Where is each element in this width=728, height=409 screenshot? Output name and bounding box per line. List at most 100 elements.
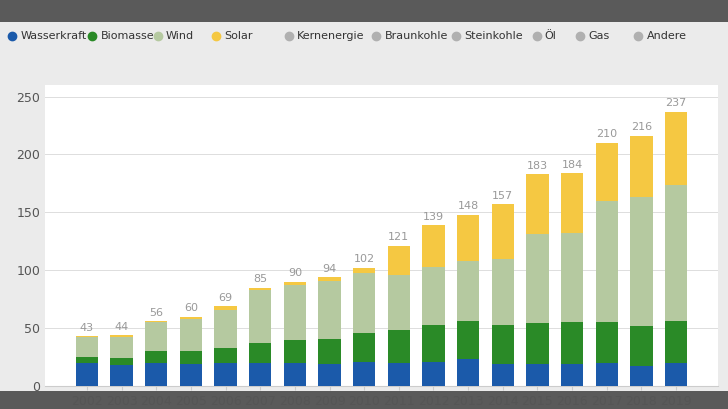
Bar [596,363,618,386]
Text: 102: 102 [354,254,375,265]
Text: 210: 210 [596,129,617,139]
Bar [284,285,306,340]
Text: 183: 183 [527,161,548,171]
Bar [284,363,306,386]
Text: 139: 139 [423,211,444,222]
Bar [214,363,237,386]
Bar [491,364,514,386]
Bar [387,275,410,330]
Bar [76,357,98,363]
Bar [422,325,445,362]
Bar [353,333,376,362]
Bar [665,112,687,184]
Bar [457,261,480,321]
Bar [145,363,167,386]
Bar [249,363,272,386]
Text: 90: 90 [288,268,302,279]
Bar [387,363,410,386]
Bar [457,321,480,360]
Bar [214,348,237,363]
Bar [457,360,480,386]
Bar [665,363,687,386]
Bar [630,136,653,197]
Bar [76,337,98,357]
Text: Solar: Solar [224,31,253,41]
Bar [630,366,653,386]
Bar [110,337,132,358]
Bar [422,267,445,325]
Bar [110,335,132,337]
Text: Braunkohle: Braunkohle [384,31,448,41]
Text: 60: 60 [184,303,198,313]
Text: Wasserkraft: Wasserkraft [20,31,87,41]
Bar [180,317,202,319]
Bar [145,322,167,351]
Text: 85: 85 [253,274,267,284]
Bar [491,325,514,364]
Bar [214,310,237,348]
Text: Wind: Wind [166,31,194,41]
Text: 43: 43 [80,323,94,333]
Bar [457,215,480,261]
Bar [526,234,549,324]
Bar [561,233,583,322]
Bar [145,351,167,363]
Bar [214,306,237,310]
Bar [596,143,618,201]
Text: 237: 237 [665,98,687,108]
Text: 69: 69 [218,293,232,303]
Text: 157: 157 [492,191,513,201]
Bar [353,268,376,272]
Text: 121: 121 [388,232,409,243]
Bar [318,364,341,386]
Text: Kernenergie: Kernenergie [297,31,365,41]
Bar [76,363,98,386]
Bar [526,364,549,386]
Bar [630,197,653,326]
Bar [284,340,306,363]
Bar [596,322,618,363]
Text: 94: 94 [323,264,336,274]
Text: Gas: Gas [588,31,609,41]
Text: 56: 56 [149,308,163,318]
Bar [491,258,514,325]
Text: 148: 148 [457,201,479,211]
Text: Öl: Öl [545,31,556,41]
Bar [422,225,445,267]
Bar [284,282,306,285]
Bar [665,184,687,321]
Bar [180,319,202,351]
Text: 184: 184 [561,160,583,169]
Bar [526,324,549,364]
Text: Steinkohle: Steinkohle [464,31,523,41]
Bar [665,321,687,363]
Bar [180,351,202,364]
Bar [318,339,341,364]
Text: 216: 216 [631,122,652,133]
Text: Andere: Andere [646,31,687,41]
Bar [249,343,272,363]
Bar [630,326,653,366]
Bar [353,362,376,386]
Bar [353,272,376,333]
Bar [387,330,410,363]
Bar [145,321,167,322]
Bar [387,246,410,275]
Bar [180,364,202,386]
Bar [249,290,272,343]
Bar [249,288,272,290]
Bar [110,365,132,386]
Bar [561,173,583,233]
Text: Biomasse: Biomasse [100,31,154,41]
Bar [318,277,341,281]
Bar [596,201,618,322]
Bar [491,204,514,258]
Bar [110,358,132,365]
Bar [422,362,445,386]
Text: 44: 44 [114,321,129,332]
Bar [76,336,98,337]
Bar [318,281,341,339]
Bar [526,174,549,234]
Bar [561,322,583,364]
Bar [561,364,583,386]
